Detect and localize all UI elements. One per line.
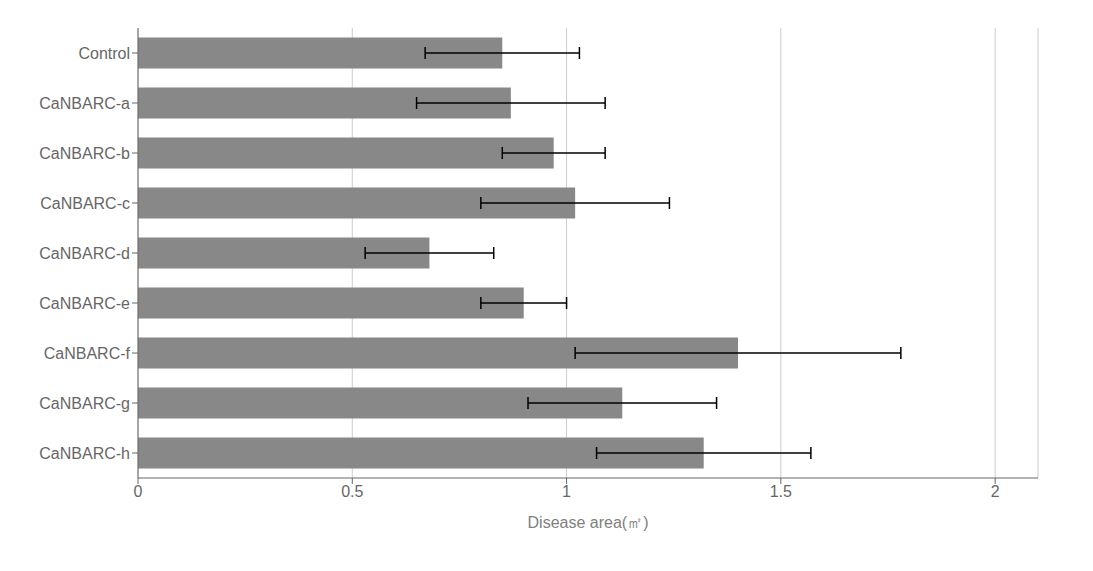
svg-text:Disease area(㎡): Disease area(㎡) bbox=[528, 514, 649, 531]
svg-text:CaNBARC-e: CaNBARC-e bbox=[39, 295, 130, 312]
svg-text:CaNBARC-f: CaNBARC-f bbox=[44, 345, 131, 362]
svg-text:CaNBARC-d: CaNBARC-d bbox=[39, 245, 130, 262]
svg-text:CaNBARC-g: CaNBARC-g bbox=[39, 395, 130, 412]
svg-text:0.5: 0.5 bbox=[341, 483, 363, 500]
svg-text:CaNBARC-b: CaNBARC-b bbox=[39, 145, 130, 162]
svg-text:1.5: 1.5 bbox=[770, 483, 792, 500]
svg-text:Control: Control bbox=[78, 45, 130, 62]
svg-text:2: 2 bbox=[991, 483, 1000, 500]
svg-text:CaNBARC-a: CaNBARC-a bbox=[39, 95, 130, 112]
svg-text:CaNBARC-h: CaNBARC-h bbox=[39, 445, 130, 462]
svg-text:1: 1 bbox=[562, 483, 571, 500]
svg-text:CaNBARC-c: CaNBARC-c bbox=[40, 195, 130, 212]
svg-text:0: 0 bbox=[134, 483, 143, 500]
